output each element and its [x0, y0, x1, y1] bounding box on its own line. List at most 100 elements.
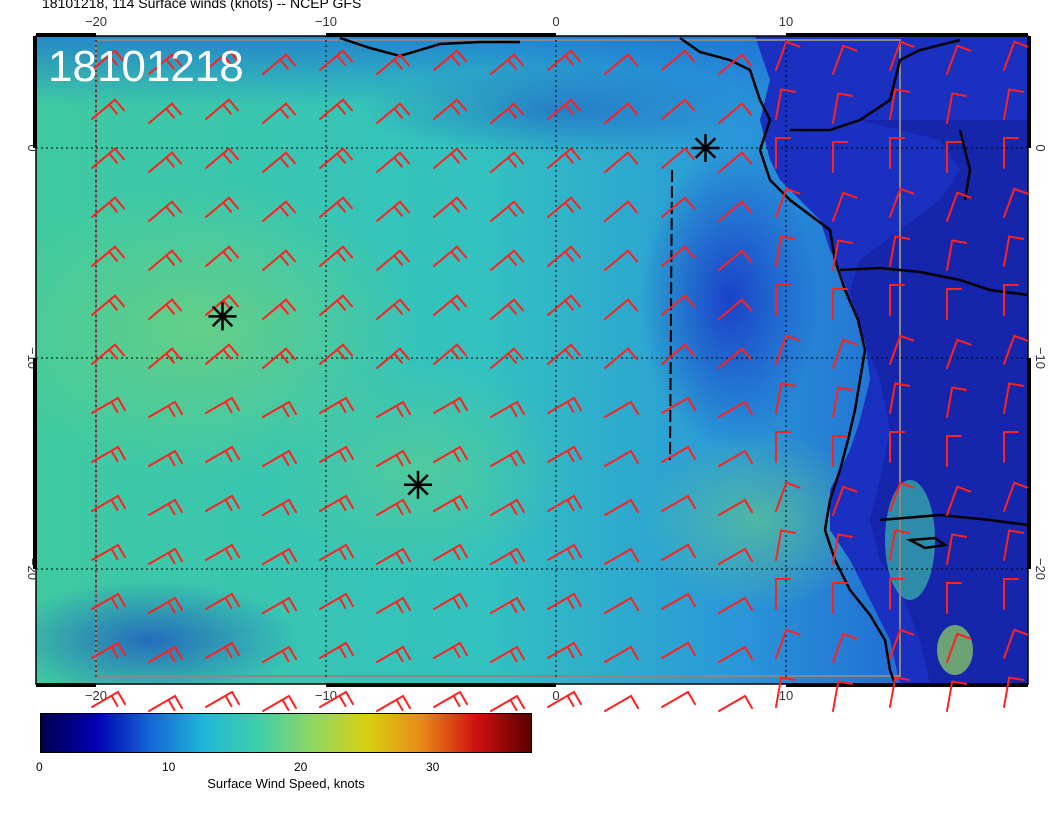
wind-barb	[262, 498, 297, 516]
wind-barb	[91, 641, 126, 659]
wind-barb	[832, 485, 858, 516]
wind-barb	[604, 400, 639, 418]
wind-barb	[1003, 137, 1019, 169]
wind-barb	[718, 449, 753, 467]
lon-tick-top-3: 0	[552, 14, 559, 29]
wind-barb	[148, 151, 182, 173]
wind-barb	[319, 196, 353, 218]
wind-barb	[775, 137, 791, 169]
wind-barb	[718, 645, 753, 663]
wind-barb	[376, 694, 411, 712]
wind-barb	[205, 690, 240, 708]
lon-tick-labels-bottom: −20 −10 0 10	[85, 688, 793, 703]
wind-barb	[1003, 578, 1019, 610]
wind-barb	[775, 676, 796, 708]
wind-barb	[262, 547, 297, 565]
wind-barb	[604, 200, 638, 222]
wind-barb	[718, 547, 753, 565]
wind-barb	[661, 396, 696, 414]
wind-barb	[262, 694, 297, 712]
wind-barb	[604, 151, 638, 173]
wind-barb	[319, 690, 354, 708]
wind-barb	[547, 294, 581, 316]
storm-marker-2	[404, 470, 432, 499]
wind-barb	[262, 400, 297, 418]
wind-barb	[547, 641, 582, 659]
wind-barb	[661, 494, 696, 512]
wind-barb	[889, 187, 915, 218]
wind-barb	[832, 582, 848, 614]
wind-barb	[946, 191, 972, 222]
wind-barb	[832, 632, 858, 663]
wind-barb	[490, 449, 525, 467]
wind-barb	[832, 141, 848, 173]
wind-barb	[490, 347, 524, 369]
wind-barb	[604, 53, 638, 75]
wind-barb	[376, 249, 410, 271]
wind-barb	[148, 645, 183, 663]
wind-barb	[832, 239, 853, 271]
wind-barb	[148, 596, 183, 614]
date-stamp: 18101218	[48, 42, 244, 91]
wind-barb	[832, 288, 848, 320]
wind-barb	[547, 494, 582, 512]
wind-barb	[718, 498, 753, 516]
wind-barb	[946, 632, 972, 663]
wind-barb	[832, 92, 853, 124]
lon-tick-labels-top: −20 −10 0 10	[85, 14, 793, 29]
wind-barb	[946, 680, 967, 712]
wind-barb	[205, 396, 240, 414]
wind-barb	[661, 343, 695, 365]
wind-barb	[490, 298, 524, 320]
wind-barb	[661, 690, 696, 708]
wind-barb	[91, 245, 125, 267]
wind-barb	[433, 49, 467, 71]
wind-barb	[433, 147, 467, 169]
wind-barb	[547, 49, 581, 71]
wind-barb	[91, 396, 126, 414]
colorbar-title: Surface Wind Speed, knots	[207, 776, 365, 791]
wind-barb	[319, 543, 354, 561]
wind-barb	[433, 98, 467, 120]
wind-barb	[148, 449, 183, 467]
wind-barb	[718, 298, 752, 320]
wind-barb	[376, 547, 411, 565]
wind-barb	[262, 449, 297, 467]
lat-tick-right-3: −20	[1033, 558, 1048, 580]
wind-barb	[832, 533, 853, 565]
wind-barb	[490, 249, 524, 271]
wind-barb	[490, 151, 524, 173]
wind-barb	[604, 249, 638, 271]
wind-barb	[490, 53, 524, 75]
wind-barb	[889, 137, 905, 169]
wind-barb	[832, 44, 858, 75]
wind-barb	[832, 338, 858, 369]
wind-barb	[889, 40, 915, 71]
wind-barb	[604, 547, 639, 565]
wind-barb	[661, 641, 696, 659]
lon-tick-top-1: −20	[85, 14, 107, 29]
wind-barb	[91, 196, 125, 218]
wind-barb	[433, 641, 468, 659]
wind-barb	[148, 400, 183, 418]
wind-barb	[946, 386, 967, 418]
wind-barb	[319, 641, 354, 659]
wind-barb	[262, 249, 296, 271]
wind-barb	[376, 596, 411, 614]
wind-barb	[148, 249, 182, 271]
wind-barb	[889, 334, 915, 365]
wind-barb	[376, 200, 410, 222]
wind-barb	[946, 141, 962, 173]
wind-barb	[547, 343, 581, 365]
wind-barb	[604, 596, 639, 614]
wind-barb	[91, 98, 125, 120]
wind-barb	[1003, 334, 1029, 365]
wind-barb	[1003, 187, 1029, 218]
wind-barb	[376, 498, 411, 516]
wind-barb	[889, 628, 915, 659]
wind-barb	[889, 235, 910, 267]
wind-barb	[433, 294, 467, 316]
wind-barb	[205, 196, 239, 218]
wind-barb	[946, 239, 967, 271]
wind-barb	[889, 529, 910, 561]
